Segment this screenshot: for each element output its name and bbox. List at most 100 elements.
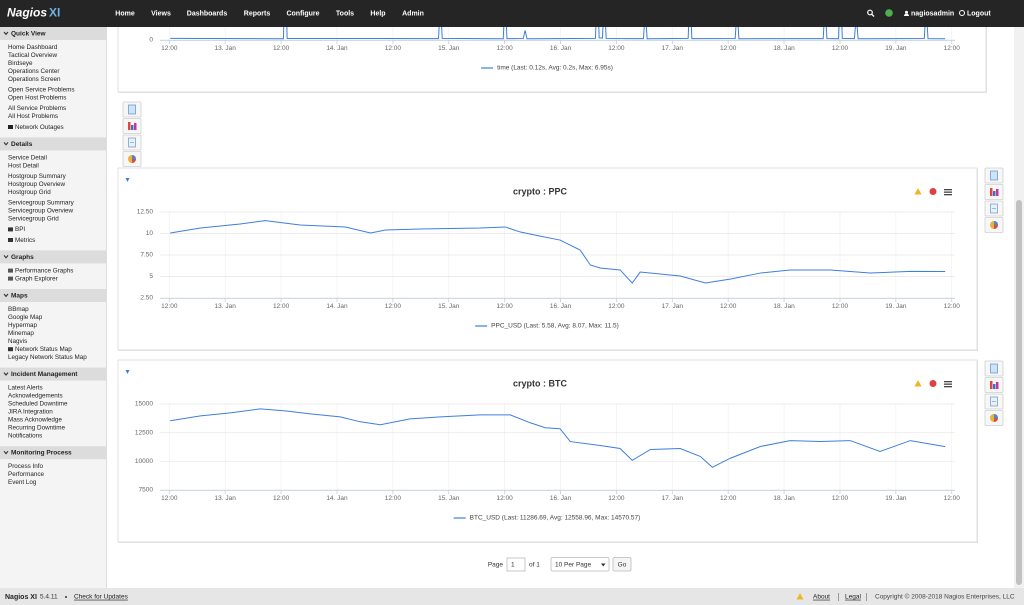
sidebar-link[interactable]: Hostgroup Summary [8,173,67,180]
sidebar-section-header[interactable] [0,137,106,151]
x-tick-label: 16. Jan [550,45,572,52]
sidebar-link[interactable]: Google Map [8,314,43,321]
footer-about[interactable]: About [813,594,830,601]
search-handle [871,13,875,17]
pagination: Page 1 of 1 10 Per Page Go [488,557,632,572]
sidebar-link[interactable]: Servicegroup Overview [8,208,74,215]
menu-icon [8,268,13,273]
nav-menu-item[interactable]: Home [115,10,135,17]
sidebar-link[interactable]: All Host Problems [8,113,58,120]
critical-icon[interactable] [929,188,937,195]
status-indicator[interactable] [885,9,893,17]
sidebar-link[interactable]: Process Info [8,463,43,470]
sidebar-link[interactable]: Hypermap [8,322,38,329]
go-button[interactable] [612,557,632,572]
sidebar-section-title[interactable]: Maps [11,292,28,299]
logout-icon [959,10,965,16]
nav-menu-item[interactable]: Reports [244,10,271,17]
nav-user[interactable]: nagiosadmin [911,10,954,17]
data-line [170,220,946,284]
search-icon[interactable] [867,9,875,17]
sidebar-link[interactable]: All Service Problems [8,105,66,112]
sidebar-link[interactable]: Servicegroup Grid [8,216,59,223]
sidebar-link[interactable]: Host Detail [8,162,39,169]
sidebar-link[interactable]: Open Service Problems [8,87,75,94]
sidebar-link[interactable]: Event Log [8,479,37,486]
chart-title: crypto : BTC [513,378,568,388]
footer-legal[interactable]: Legal [845,594,861,601]
sidebar-link[interactable]: Home Dashboard [8,44,58,51]
sidebar-link[interactable]: JIRA Integration [8,409,53,416]
sidebar-section-header[interactable] [0,446,106,460]
per-page-select[interactable] [550,557,610,572]
sidebar-link[interactable]: Metrics [15,237,35,244]
sidebar-link[interactable]: Performance [8,471,45,478]
nav-background [0,0,1024,27]
footer-warning-icon[interactable] [796,593,804,600]
nav-menu-item[interactable]: Dashboards [187,10,228,17]
page-input[interactable] [506,557,526,572]
logo-suffix[interactable]: XI [49,6,60,20]
sidebar-link[interactable]: Operations Screen [8,76,61,83]
sidebar-link[interactable]: Service Detail [8,154,47,161]
sidebar-section-title[interactable]: Monitoring Process [11,450,72,457]
logo[interactable]: Nagios [7,6,47,20]
sidebar-link[interactable]: Servicegroup Summary [8,200,75,207]
scrollbar-thumb[interactable] [1016,200,1022,585]
sidebar-link[interactable]: Open Host Problems [8,95,66,102]
go-button-label[interactable]: Go [618,562,627,569]
y-tick-label: 15000 [135,401,153,408]
nav-menu-item[interactable]: Configure [286,10,319,17]
sidebar-link[interactable]: Hostgroup Overview [8,181,65,188]
sidebar-link[interactable]: Birdseye [8,60,33,67]
legend-label[interactable]: BTC_USD (Last: 11286.69, Avg: 12558.96, … [470,515,641,522]
sidebar-section-title[interactable]: Quick View [11,30,47,37]
x-tick-label: 15. Jan [438,495,460,502]
sidebar-link[interactable]: Acknowledgements [8,393,63,400]
sidebar-link[interactable]: Latest Alerts [8,385,43,392]
nav-menu-item[interactable]: Admin [402,10,424,17]
sidebar-link[interactable]: Nagvis [8,338,27,345]
chart-title: crypto : PPC [513,186,568,196]
sidebar-link[interactable]: Hostgroup Grid [8,189,51,196]
warning-icon[interactable] [914,188,922,195]
sidebar-section-header[interactable] [0,250,106,264]
sidebar-section-header[interactable] [0,27,106,40]
sidebar-link[interactable]: Tactical Overview [8,52,57,59]
x-tick-label: 19. Jan [885,45,907,52]
legend-label[interactable]: time (Last: 0.12s, Avg: 0.2s, Max: 6.95s… [497,65,613,72]
x-tick-label: 13. Jan [215,303,237,310]
sidebar-link[interactable]: BPI [15,226,25,233]
legend-label[interactable]: PPC_USD (Last: 5.58, Avg: 8.07, Max: 11.… [491,323,619,330]
nav-logout[interactable]: Logout [967,10,991,17]
nav-menu-item[interactable]: Help [370,10,385,17]
footer-check-updates[interactable]: Check for Updates [74,594,129,601]
sidebar-section-title[interactable]: Details [11,141,33,148]
sidebar-link[interactable]: Minemap [8,330,34,337]
sidebar-section-header[interactable] [0,289,106,302]
sidebar-section-title[interactable]: Graphs [11,254,34,261]
x-tick-label: 13. Jan [215,45,237,52]
x-tick-label: 12:00 [944,303,961,310]
sidebar-link[interactable]: Network Status Map [15,346,72,353]
nav-menu-item[interactable]: Tools [336,10,354,17]
tool-icon-page [990,363,998,374]
section-chevron [3,372,9,376]
page-label: Page [488,562,504,569]
sidebar-link[interactable]: Performance Graphs [15,267,73,274]
sidebar-link[interactable]: Mass Acknowledge [8,417,62,424]
sidebar-link[interactable]: Legacy Network Status Map [8,354,87,361]
sidebar-link[interactable]: Network Outages [15,124,64,131]
scrollbar[interactable] [1014,27,1024,588]
warning-icon[interactable] [914,380,922,387]
sidebar-link[interactable]: Graph Explorer [15,275,58,282]
nav-menu-item[interactable]: Views [151,10,171,17]
sidebar-link[interactable]: Scheduled Downtime [8,401,68,408]
sidebar-link[interactable]: BBmap [8,306,29,313]
sidebar-section-header[interactable] [0,367,106,381]
sidebar-link[interactable]: Recurring Downtime [8,425,66,432]
critical-icon[interactable] [929,380,937,387]
sidebar-link[interactable]: Operations Center [8,68,59,75]
sidebar-section-title[interactable]: Incident Management [11,371,78,378]
sidebar-link[interactable]: Notifications [8,433,42,440]
